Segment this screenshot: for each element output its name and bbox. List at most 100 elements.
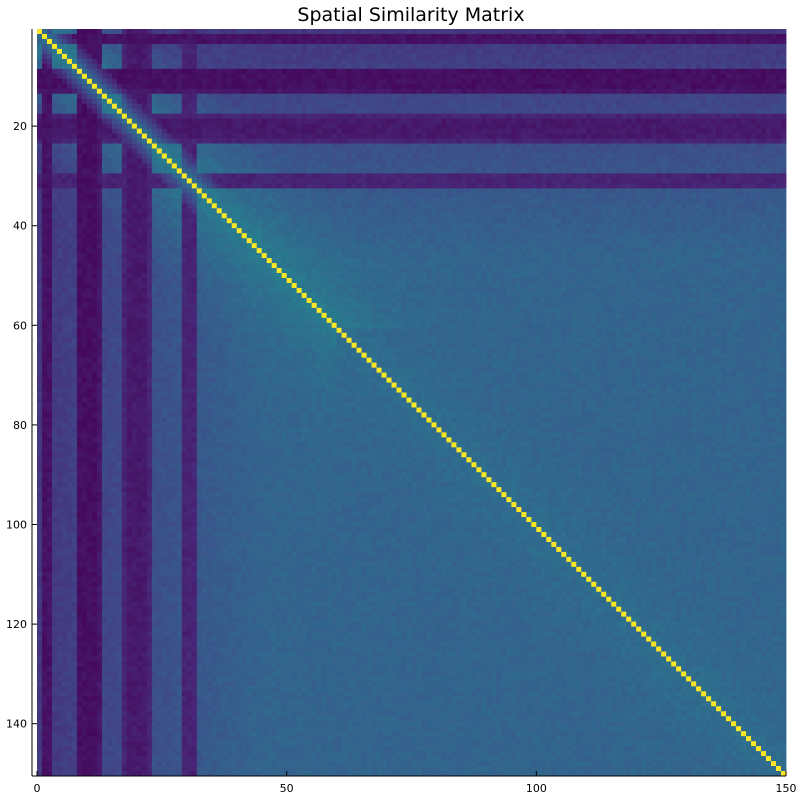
heatmap-cell xyxy=(671,114,676,119)
heatmap-cell xyxy=(112,69,117,74)
heatmap-cell xyxy=(726,188,731,193)
heatmap-cell xyxy=(257,168,262,173)
heatmap-cell xyxy=(741,149,746,154)
heatmap-cell xyxy=(606,168,611,173)
heatmap-cell xyxy=(556,154,561,159)
heatmap-cell xyxy=(421,39,426,44)
heatmap-cell xyxy=(207,104,212,109)
heatmap-cell xyxy=(317,104,322,109)
heatmap-cell xyxy=(337,94,342,99)
heatmap-cell xyxy=(536,154,541,159)
heatmap-cell xyxy=(157,144,162,149)
heatmap-cell xyxy=(656,158,661,163)
heatmap-cell xyxy=(676,49,681,54)
heatmap-cell xyxy=(701,99,706,104)
heatmap-cell xyxy=(107,144,112,149)
heatmap-cell xyxy=(706,124,711,129)
heatmap-cell xyxy=(267,114,272,119)
heatmap-cell xyxy=(192,163,197,168)
heatmap-cell xyxy=(751,183,756,188)
heatmap-cell xyxy=(62,89,67,94)
heatmap-cell xyxy=(506,183,511,188)
heatmap-cell xyxy=(82,129,87,134)
heatmap-cell xyxy=(621,39,626,44)
heatmap-cell xyxy=(302,94,307,99)
heatmap-cell xyxy=(332,69,337,74)
heatmap-cell xyxy=(87,144,92,149)
heatmap-cell xyxy=(372,34,377,39)
heatmap-cell xyxy=(157,54,162,59)
heatmap-cell xyxy=(182,124,187,129)
heatmap-cell xyxy=(536,44,541,49)
heatmap-cell xyxy=(37,114,42,119)
heatmap-cell xyxy=(172,104,177,109)
heatmap-cell xyxy=(776,39,781,44)
heatmap-cell xyxy=(337,178,342,183)
heatmap-cell xyxy=(731,84,736,89)
heatmap-cell xyxy=(122,64,127,69)
heatmap-cell xyxy=(202,54,207,59)
heatmap-cell xyxy=(242,158,247,163)
heatmap-cell xyxy=(232,44,237,49)
heatmap-cell xyxy=(456,34,461,39)
heatmap-cell xyxy=(352,178,357,183)
heatmap-cell xyxy=(407,104,412,109)
heatmap-cell xyxy=(367,109,372,114)
heatmap-cell xyxy=(626,44,631,49)
heatmap-cell xyxy=(82,89,87,94)
heatmap-cell xyxy=(347,158,352,163)
heatmap-cell xyxy=(302,54,307,59)
heatmap-cell xyxy=(62,59,67,64)
heatmap-cell xyxy=(556,59,561,64)
heatmap-cell xyxy=(561,54,566,59)
heatmap-cell xyxy=(571,34,576,39)
heatmap-cell xyxy=(701,173,706,178)
heatmap-cell xyxy=(222,54,227,59)
heatmap-cell xyxy=(756,168,761,173)
heatmap-cell xyxy=(237,183,242,188)
heatmap-cell xyxy=(486,44,491,49)
heatmap-cell xyxy=(771,69,776,74)
heatmap-cell xyxy=(496,124,501,129)
heatmap-cell xyxy=(382,178,387,183)
heatmap-cell xyxy=(152,54,157,59)
heatmap-cell xyxy=(741,94,746,99)
heatmap-cell xyxy=(441,104,446,109)
heatmap-cell xyxy=(481,109,486,114)
heatmap-cell xyxy=(312,64,317,69)
heatmap-cell xyxy=(287,183,292,188)
heatmap-cell xyxy=(132,69,137,74)
heatmap-cell xyxy=(182,129,187,134)
heatmap-cell xyxy=(516,49,521,54)
heatmap-cell xyxy=(471,64,476,69)
heatmap-cell xyxy=(212,168,217,173)
heatmap-cell xyxy=(681,54,686,59)
heatmap-cell xyxy=(461,74,466,79)
heatmap-cell xyxy=(392,49,397,54)
heatmap-cell xyxy=(252,94,257,99)
heatmap-cell xyxy=(751,144,756,149)
heatmap-cell xyxy=(122,99,127,104)
heatmap-cell xyxy=(312,139,317,144)
heatmap-cell xyxy=(776,54,781,59)
heatmap-cell xyxy=(142,139,147,144)
heatmap-cell xyxy=(476,183,481,188)
heatmap-cell xyxy=(322,54,327,59)
heatmap-cell xyxy=(167,114,172,119)
heatmap-cell xyxy=(726,79,731,84)
heatmap-cell xyxy=(456,129,461,134)
heatmap-cell xyxy=(257,183,262,188)
heatmap-cell xyxy=(382,94,387,99)
heatmap-cell xyxy=(112,29,117,34)
heatmap-cell xyxy=(347,69,352,74)
heatmap-cell xyxy=(656,49,661,54)
heatmap-cell xyxy=(232,114,237,119)
heatmap-cell xyxy=(436,34,441,39)
heatmap-cell xyxy=(147,134,152,139)
heatmap-cell xyxy=(481,134,486,139)
heatmap-cell xyxy=(72,54,77,59)
heatmap-cell xyxy=(307,114,312,119)
heatmap-cell xyxy=(127,109,132,114)
heatmap-cell xyxy=(297,54,302,59)
heatmap-cell xyxy=(506,29,511,34)
